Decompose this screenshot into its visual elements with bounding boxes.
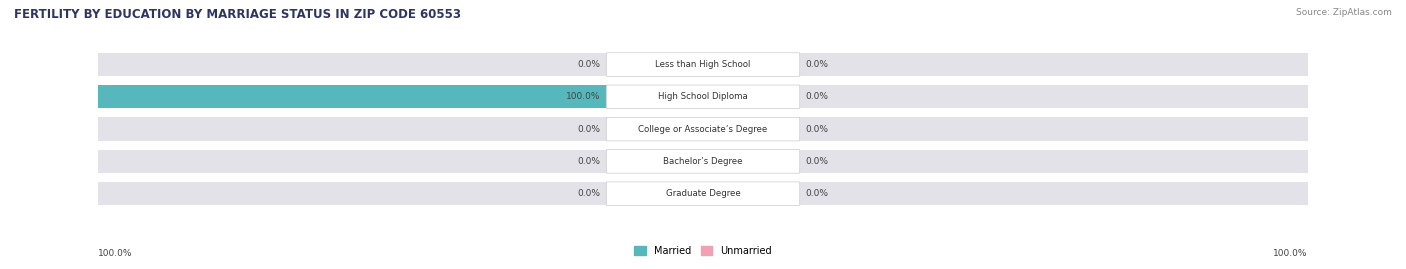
Bar — [797, 150, 1308, 173]
Text: College or Associate’s Degree: College or Associate’s Degree — [638, 125, 768, 134]
FancyBboxPatch shape — [606, 150, 800, 173]
FancyBboxPatch shape — [606, 182, 800, 206]
Text: 0.0%: 0.0% — [578, 60, 600, 69]
Text: 0.0%: 0.0% — [806, 189, 828, 198]
FancyBboxPatch shape — [606, 85, 800, 109]
Bar — [98, 85, 609, 108]
Text: Bachelor’s Degree: Bachelor’s Degree — [664, 157, 742, 166]
Text: 0.0%: 0.0% — [578, 125, 600, 134]
Text: Source: ZipAtlas.com: Source: ZipAtlas.com — [1296, 8, 1392, 17]
Text: 0.0%: 0.0% — [806, 125, 828, 134]
Bar — [98, 150, 609, 173]
Text: 100.0%: 100.0% — [565, 92, 600, 101]
Bar — [797, 85, 1308, 108]
Text: FERTILITY BY EDUCATION BY MARRIAGE STATUS IN ZIP CODE 60553: FERTILITY BY EDUCATION BY MARRIAGE STATU… — [14, 8, 461, 21]
Bar — [98, 53, 609, 76]
FancyBboxPatch shape — [606, 53, 800, 76]
Legend: Married, Unmarried: Married, Unmarried — [634, 246, 772, 256]
Text: 0.0%: 0.0% — [806, 60, 828, 69]
Text: 0.0%: 0.0% — [806, 157, 828, 166]
Bar — [797, 118, 1308, 141]
Bar — [98, 85, 609, 108]
Text: Graduate Degree: Graduate Degree — [665, 189, 741, 198]
Bar — [797, 53, 1308, 76]
Text: High School Diploma: High School Diploma — [658, 92, 748, 101]
Text: 0.0%: 0.0% — [578, 157, 600, 166]
Text: 100.0%: 100.0% — [1272, 249, 1308, 258]
Text: 100.0%: 100.0% — [98, 249, 134, 258]
Bar — [98, 118, 609, 141]
Bar — [797, 182, 1308, 205]
Text: 0.0%: 0.0% — [578, 189, 600, 198]
Text: Less than High School: Less than High School — [655, 60, 751, 69]
FancyBboxPatch shape — [606, 117, 800, 141]
Bar — [98, 182, 609, 205]
Text: 0.0%: 0.0% — [806, 92, 828, 101]
